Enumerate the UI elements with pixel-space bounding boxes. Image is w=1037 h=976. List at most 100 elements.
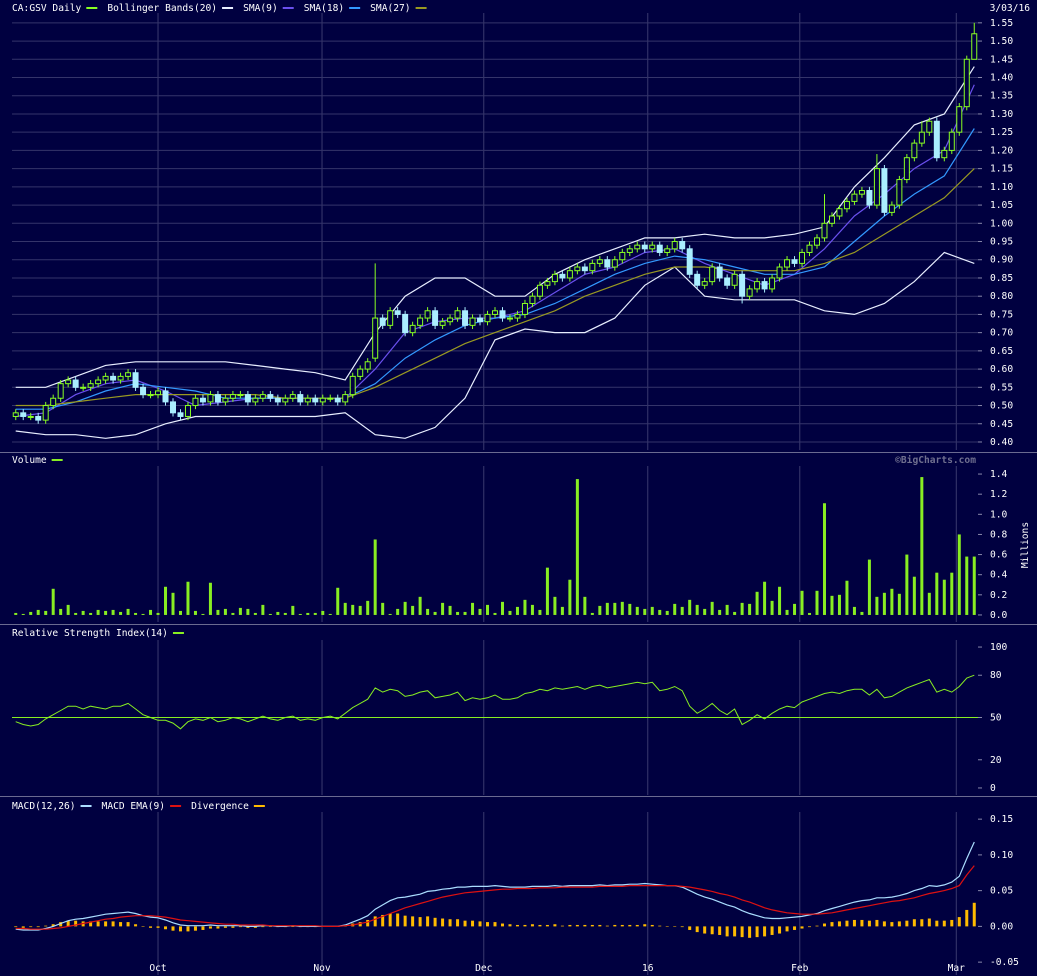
y-tick-label: 100	[990, 642, 1008, 653]
divergence-bar	[186, 926, 190, 932]
divergence-bar	[178, 926, 182, 932]
candle-body	[873, 168, 880, 206]
candle-body	[402, 313, 409, 334]
volume-bar	[658, 609, 662, 615]
candle-body	[911, 142, 918, 159]
candle-body	[843, 200, 850, 210]
divergence-bar	[718, 926, 722, 935]
volume-bar	[523, 599, 527, 615]
divergence-bar	[688, 926, 692, 930]
volume-bar	[119, 611, 123, 615]
candle-body	[125, 372, 132, 377]
volume-bar	[897, 593, 901, 615]
candle-body	[177, 412, 184, 417]
divergence-bar	[665, 926, 669, 927]
volume-bar	[553, 596, 557, 615]
overlay-line	[15, 128, 975, 410]
divergence-bar	[411, 916, 415, 927]
candle-body	[799, 251, 806, 264]
candle-body	[492, 310, 498, 315]
volume-bar	[156, 612, 160, 615]
divergence-bar	[29, 926, 33, 928]
divergence-bar	[373, 916, 377, 927]
divergence-bar	[66, 920, 70, 927]
volume-bar	[635, 606, 639, 615]
legend-label: Bollinger Bands(20)	[107, 3, 217, 14]
candle-body	[244, 394, 251, 403]
candle-body	[551, 273, 558, 283]
candle-body	[821, 222, 828, 239]
legend-label: SMA(27)	[370, 3, 410, 14]
divergence-bar	[14, 926, 18, 928]
volume-bar	[665, 610, 669, 615]
x-tick-label: Nov	[313, 963, 331, 974]
y-tick-label: 1.00	[990, 218, 1013, 229]
divergence-bar	[291, 926, 295, 927]
candle-body	[327, 397, 334, 400]
candle-body	[836, 208, 843, 217]
y-tick-label: 0.2	[990, 590, 1007, 601]
candle-body	[656, 244, 663, 253]
y-tick-label: 0.40	[990, 437, 1013, 448]
divergence-bar	[852, 919, 856, 927]
divergence-bar	[605, 925, 609, 927]
divergence-bar	[837, 921, 841, 927]
candle-body	[342, 394, 349, 403]
divergence-bar	[208, 926, 212, 929]
candle-body	[27, 415, 34, 418]
candle-body	[95, 379, 102, 385]
volume-bar	[433, 611, 437, 615]
divergence-bar	[366, 919, 370, 927]
volume-bar	[575, 479, 579, 615]
divergence-bar	[261, 926, 265, 928]
volume-bar	[718, 609, 722, 615]
divergence-bar	[523, 924, 527, 927]
candle-body	[641, 244, 648, 250]
y-tick-label: 1.55	[990, 18, 1013, 29]
divergence-bar	[193, 926, 197, 931]
volume-bar	[643, 608, 647, 615]
divergence-bar	[231, 926, 235, 928]
volume-bar	[545, 567, 549, 615]
volume-bar	[860, 611, 864, 615]
volume-bar	[178, 610, 182, 615]
candle-body	[170, 401, 176, 414]
divergence-bar	[96, 921, 100, 927]
volume-bar	[351, 604, 355, 615]
divergence-bar	[201, 926, 205, 930]
divergence-bar	[253, 926, 257, 928]
volume-bar	[695, 604, 699, 615]
divergence-bar	[950, 919, 954, 927]
volume-bar	[935, 572, 939, 615]
volume-bar	[770, 600, 774, 615]
divergence-bar	[575, 924, 579, 927]
candle-body	[604, 259, 611, 268]
candle-body	[701, 281, 708, 286]
candle-body	[65, 379, 72, 385]
divergence-bar	[770, 926, 774, 935]
candle-body	[941, 149, 948, 159]
volume-bar	[253, 612, 257, 615]
candle-body	[866, 189, 873, 206]
y-tick-label: 0.75	[990, 309, 1013, 320]
candle-body	[35, 415, 42, 421]
candle-body	[746, 288, 753, 297]
candle-body	[304, 397, 311, 403]
overlay-line	[15, 66, 975, 388]
divergence-bar	[613, 924, 617, 927]
divergence-bar	[246, 926, 250, 928]
volume-bar	[96, 609, 100, 615]
candle-body	[514, 313, 521, 319]
candle-body	[634, 244, 641, 250]
divergence-bar	[830, 922, 834, 927]
divergence-bar	[793, 926, 797, 930]
divergence-bar	[74, 920, 78, 927]
candle-body	[926, 120, 933, 133]
volume-bar	[793, 603, 797, 615]
divergence-bar	[515, 924, 519, 927]
candle-body	[903, 157, 910, 181]
divergence-bar	[456, 919, 460, 927]
volume-bar	[186, 581, 190, 615]
divergence-bar	[433, 917, 437, 927]
divergence-bar	[463, 920, 467, 927]
